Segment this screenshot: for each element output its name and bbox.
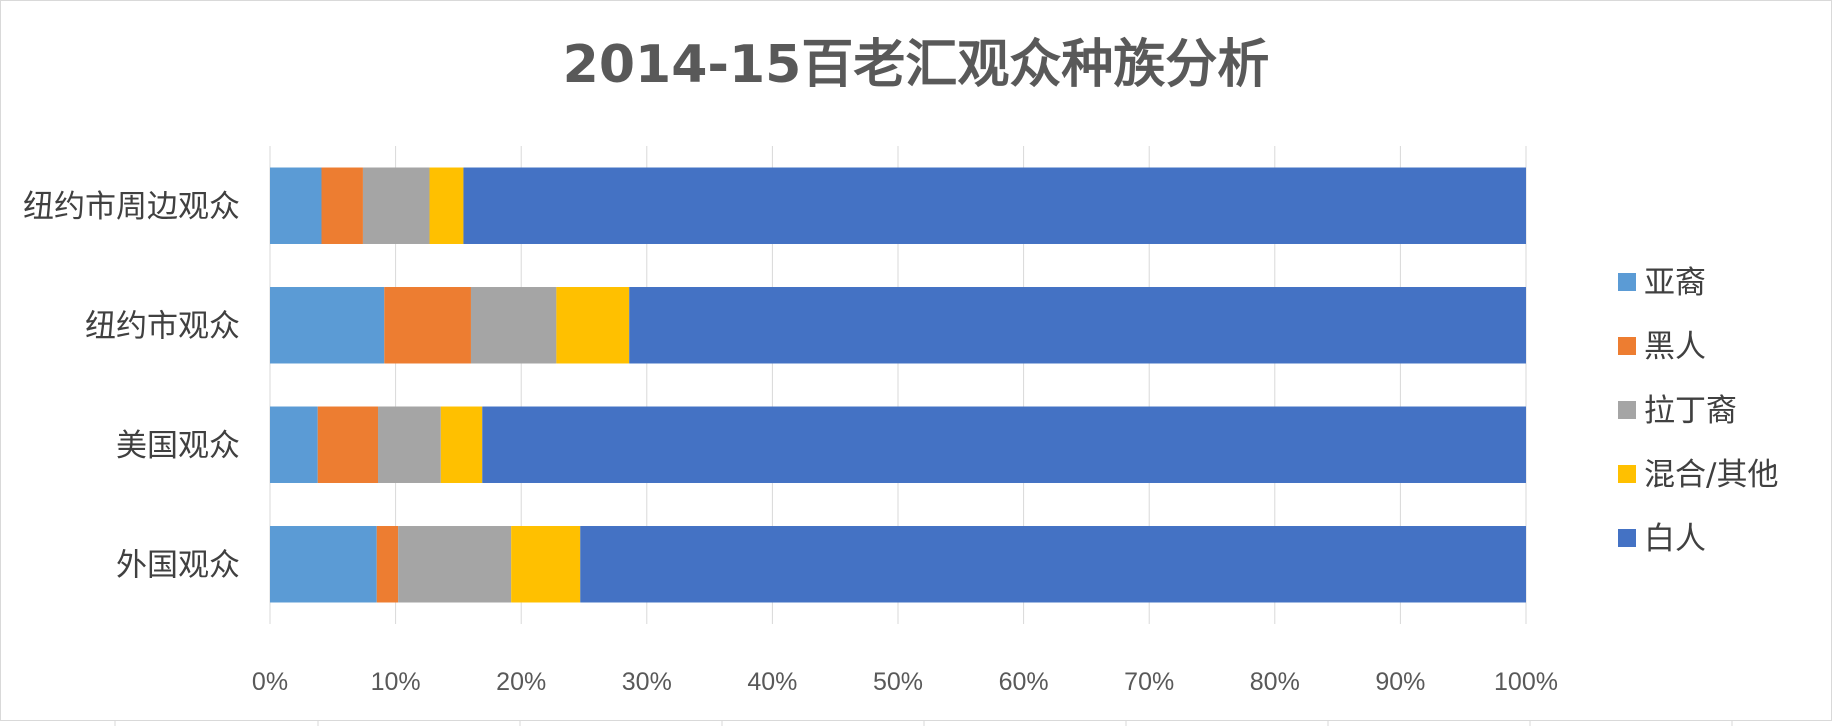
bar-segment [511,526,581,603]
bar-segment [321,167,363,244]
bar-segment [362,167,430,244]
category-label: 外国观众 [116,547,240,583]
bar-segment [580,526,1526,603]
category-label: 美国观众 [116,428,240,464]
legend-swatch [1618,465,1636,483]
category-label: 纽约市周边观众 [23,189,240,225]
bar-segment [556,287,630,364]
x-tick-label: 0% [252,668,288,696]
category-label: 纽约市观众 [85,308,240,344]
legend-label: 白人 [1644,521,1706,557]
x-tick-label: 30% [622,668,672,696]
value-axis-labels: 0% 10% 20% 30% 40% 50% 60% 70% 80% 90% 100% [252,668,1558,696]
legend-label: 混合/其他 [1644,457,1778,493]
bar-segment [317,406,379,483]
legend-swatch [1618,529,1636,547]
x-tick-label: 70% [1124,668,1174,696]
x-tick-label: 90% [1375,668,1425,696]
bar-segment [440,406,483,483]
legend-swatch [1618,273,1636,291]
legend-label: 亚裔 [1644,265,1706,301]
bar-segment [270,287,385,364]
bar-segment [270,406,318,483]
legend-swatch [1618,401,1636,419]
x-tick-label: 80% [1250,668,1300,696]
bar-segment [398,526,512,603]
x-tick-label: 50% [873,668,923,696]
x-tick-label: 40% [747,668,797,696]
bar-segment [629,287,1526,364]
bar-segment [376,526,399,603]
bar-segment [270,526,377,603]
legend-label: 黑人 [1644,329,1706,365]
x-tick-label: 20% [496,668,546,696]
chart-title: 2014-15百老汇观众种族分析 [563,35,1270,95]
bottom-border-ticks [114,720,1733,726]
bar-segment [270,167,322,244]
x-tick-label: 10% [371,668,421,696]
legend-swatch [1618,337,1636,355]
bar-segment [384,287,471,364]
bar-segment [470,287,557,364]
bar-segment [378,406,441,483]
x-tick-label: 100% [1494,668,1558,696]
bar-segment [482,406,1526,483]
bar-segment [463,167,1526,244]
bars [270,167,1526,603]
x-tick-label: 60% [999,668,1049,696]
legend-label: 拉丁裔 [1644,393,1737,429]
bar-segment [429,167,464,244]
